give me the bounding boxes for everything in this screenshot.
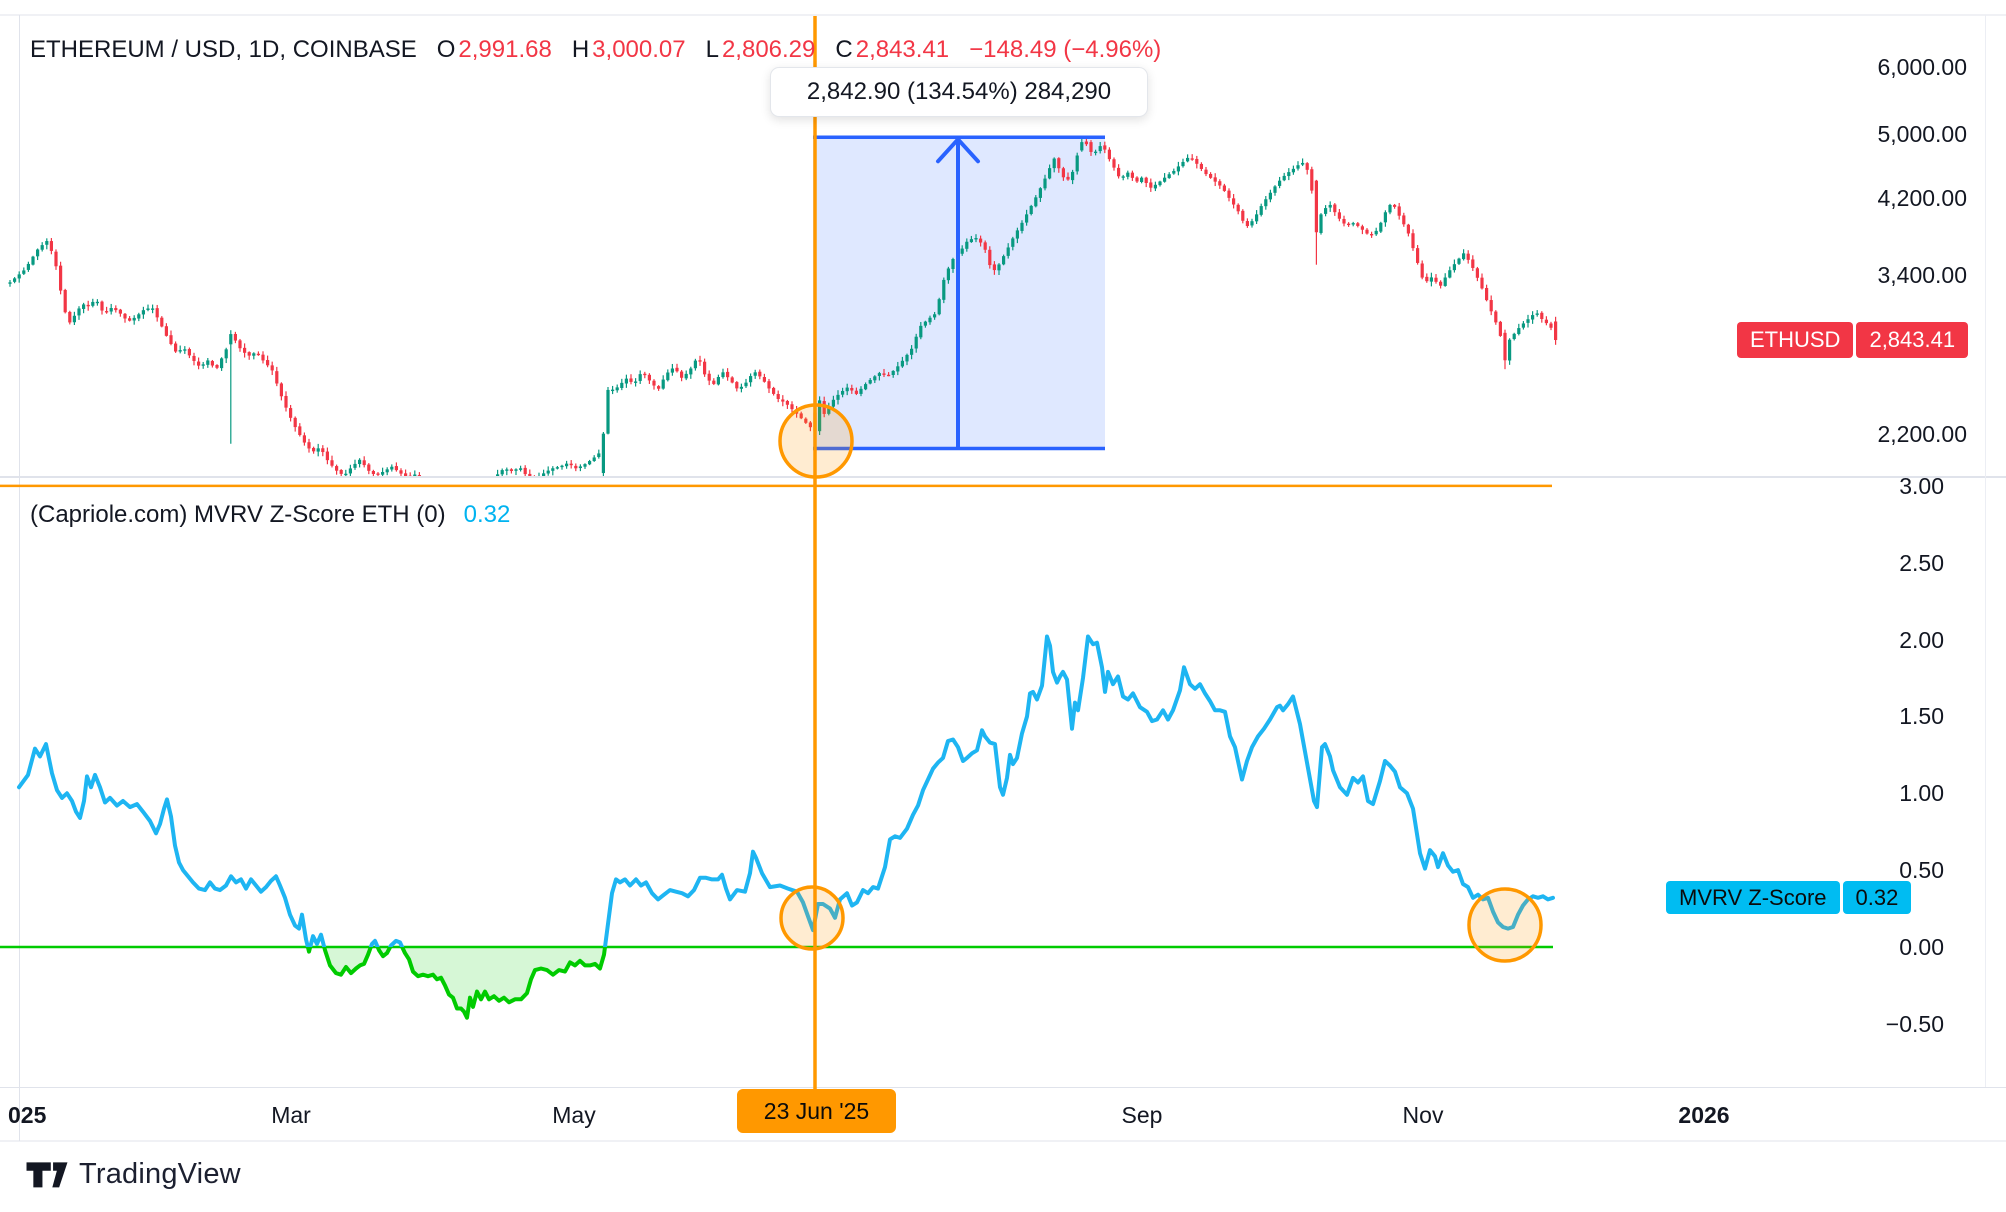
indicator-title: (Capriole.com) MVRV Z-Score ETH (0) — [30, 501, 446, 528]
highlight-circle-2[interactable] — [779, 885, 845, 951]
time-axis-label: May — [552, 1102, 596, 1128]
mvrv-badge-label: MVRV Z-Score — [1666, 881, 1840, 915]
measure-tooltip-text: 2,842.90 (134.54%) 284,290 — [806, 78, 1112, 105]
last-price-badge-value: 2,843.41 — [1856, 322, 1969, 359]
mvrv-axis-label: 0.50 — [1899, 857, 1944, 884]
highlight-circle-1[interactable] — [778, 403, 854, 479]
ohlc-high: H 3,000.07 — [571, 36, 686, 63]
symbol-title: ETHEREUM / USD, 1D, COINBASE — [30, 36, 417, 63]
mvrv-axis-label: 0.00 — [1899, 934, 1944, 960]
mvrv-line-below-zero[interactable] — [19, 637, 1553, 1020]
tradingview-logo[interactable]: TradingView — [25, 1158, 241, 1191]
highlight-circle-3[interactable] — [1467, 887, 1543, 963]
price-axis-label: 5,000.00 — [1877, 121, 1967, 147]
date-marker-text: 23 Jun '25 — [763, 1097, 870, 1124]
mvrv-axis-label: 1.00 — [1899, 780, 1944, 807]
mvrv-axis-label: −0.50 — [1885, 1010, 1944, 1037]
indicator-value: 0.32 — [463, 501, 511, 528]
date-marker-badge[interactable]: 23 Jun '25 — [737, 1089, 896, 1133]
price-axis-label: 3,400.00 — [1877, 261, 1967, 288]
ohlc-open: O 2,991.68 — [436, 36, 552, 63]
time-axis-label: 025 — [8, 1102, 47, 1128]
price-range-tool[interactable] — [813, 135, 1105, 451]
time-axis-label: Nov — [1402, 1102, 1444, 1128]
price-axis-label: 2,200.00 — [1877, 420, 1967, 447]
mvrv-axis-label: 3.00 — [1899, 472, 1944, 499]
mvrv-value-badge: MVRV Z-Score 0.32 — [1666, 881, 1912, 915]
time-axis-label: Sep — [1121, 1102, 1163, 1128]
ohlc-close: C 2,843.41 — [835, 36, 950, 63]
tradingview-logo-icon — [26, 1162, 68, 1188]
mvrv-axis-label: 1.50 — [1899, 703, 1944, 730]
time-axis-label: 2026 — [1678, 1102, 1730, 1128]
mvrv-axis-label: 2.50 — [1899, 549, 1944, 576]
last-price-badge: ETHUSD 2,843.41 — [1737, 322, 1969, 359]
change-value: −148.49 (−4.96%) — [969, 36, 1162, 63]
symbol-header: ETHEREUM / USD, 1D, COINBASE O 2,991.68 H… — [30, 36, 1161, 64]
mvrv-axis-label: 2.00 — [1899, 626, 1944, 653]
ohlc-low: L 2,806.29 — [705, 36, 816, 63]
indicator-legend[interactable]: (Capriole.com) MVRV Z-Score ETH (0) 0.32 — [30, 501, 510, 529]
mvrv-line[interactable] — [17, 634, 1555, 1018]
price-axis-label: 6,000.00 — [1877, 54, 1967, 81]
price-axis-label: 4,200.00 — [1877, 184, 1967, 211]
mvrv-below-zero-fill — [19, 947, 1553, 1018]
time-axis-label: Mar — [271, 1102, 311, 1128]
measure-tooltip: 2,842.90 (134.54%) 284,290 — [770, 67, 1148, 117]
last-price-badge-symbol: ETHUSD — [1737, 322, 1854, 359]
tradingview-logo-text: TradingView — [79, 1158, 241, 1190]
mvrv-badge-value: 0.32 — [1842, 881, 1912, 915]
